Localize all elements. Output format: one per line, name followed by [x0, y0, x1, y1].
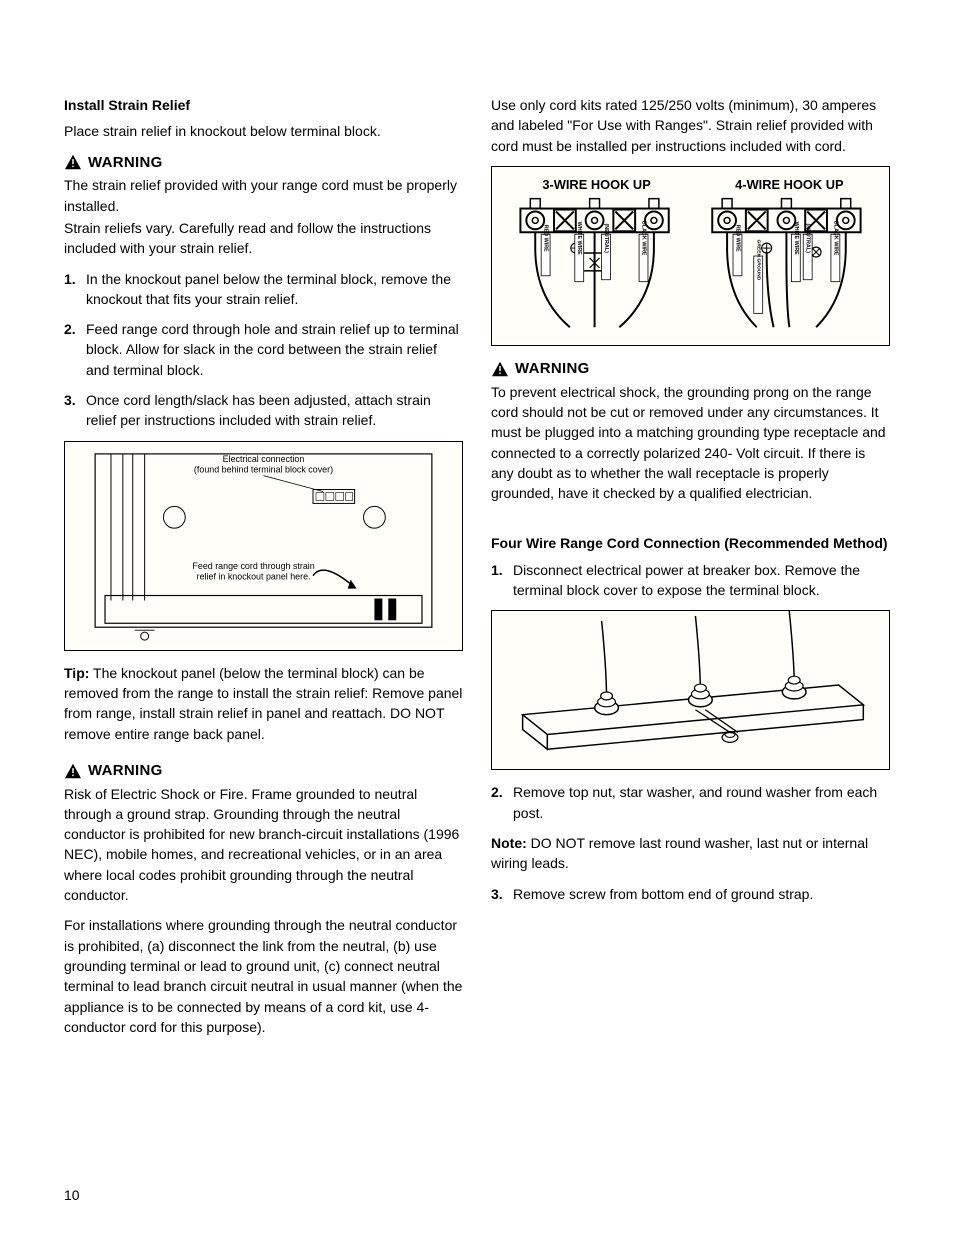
warning-triangle-icon	[64, 154, 82, 170]
warning-1-label: WARNING	[64, 152, 463, 174]
tip-paragraph: Tip: The knockout panel (below the termi…	[64, 663, 463, 744]
svg-text:BLACK WIRE: BLACK WIRE	[641, 221, 647, 256]
page-number: 10	[64, 1185, 80, 1205]
hookup-3-title: 3-WIRE HOOK UP	[542, 177, 651, 192]
paragraph: Risk of Electric Shock or Fire. Frame gr…	[64, 784, 463, 906]
note-label: Note:	[491, 835, 527, 851]
warning-text: WARNING	[515, 358, 590, 380]
figure-terminal-block	[491, 610, 890, 770]
paragraph: Place strain relief in knockout below te…	[64, 121, 463, 141]
paragraph: For installations where grounding throug…	[64, 915, 463, 1037]
figure-hookup-diagrams: 3-WIRE HOOK UP 4-WIRE HOOK UP	[491, 166, 890, 346]
step: Disconnect electrical power at breaker b…	[491, 560, 890, 601]
right-column: Use only cord kits rated 125/250 volts (…	[491, 95, 890, 1047]
step: Remove top nut, star washer, and round w…	[491, 782, 890, 823]
fig-label: Electrical connection	[223, 453, 305, 463]
tip-label: Tip:	[64, 665, 89, 681]
tip-text: The knockout panel (below the terminal b…	[64, 665, 462, 742]
paragraph: Strain reliefs vary. Carefully read and …	[64, 218, 463, 259]
step: In the knockout panel below the terminal…	[64, 269, 463, 310]
step: Once cord length/slack has been adjusted…	[64, 390, 463, 431]
warning-triangle-icon	[491, 361, 509, 377]
note-paragraph: Note: DO NOT remove last round washer, l…	[491, 833, 890, 874]
fig-label: relief in knockout panel here.	[197, 571, 311, 581]
svg-text:BLACK WIRE: BLACK WIRE	[832, 221, 838, 256]
warning-2-label: WARNING	[64, 760, 463, 782]
paragraph: To prevent electrical shock, the groundi…	[491, 382, 890, 504]
svg-text:WHITE WIRE: WHITE WIRE	[576, 222, 582, 256]
hookup-4-title: 4-WIRE HOOK UP	[735, 177, 844, 192]
step: Feed range cord through hole and strain …	[64, 319, 463, 380]
four-wire-steps-b: Remove top nut, star washer, and round w…	[491, 782, 890, 823]
figure-strain-relief: Electrical connection (found behind term…	[64, 441, 463, 651]
warning-triangle-icon	[64, 763, 82, 779]
svg-text:RED WIRE: RED WIRE	[543, 225, 549, 252]
fig-label: (found behind terminal block cover)	[194, 464, 333, 474]
paragraph: Use only cord kits rated 125/250 volts (…	[491, 95, 890, 156]
four-wire-steps-a: Disconnect electrical power at breaker b…	[491, 560, 890, 601]
fig-label: Feed range cord through strain	[192, 560, 314, 570]
warning-text: WARNING	[88, 760, 163, 782]
strain-relief-steps: In the knockout panel below the terminal…	[64, 269, 463, 431]
four-wire-heading: Four Wire Range Cord Connection (Recomme…	[491, 533, 890, 553]
warning-text: WARNING	[88, 152, 163, 174]
four-wire-steps-c: Remove screw from bottom end of ground s…	[491, 884, 890, 904]
paragraph: The strain relief provided with your ran…	[64, 175, 463, 216]
step: Remove screw from bottom end of ground s…	[491, 884, 890, 904]
left-column: Install Strain Relief Place strain relie…	[64, 95, 463, 1047]
svg-text:RED WIRE: RED WIRE	[734, 225, 740, 252]
install-strain-relief-heading: Install Strain Relief	[64, 95, 463, 115]
note-text: DO NOT remove last round washer, last nu…	[491, 835, 868, 871]
warning-3-label: WARNING	[491, 358, 890, 380]
svg-text:(NEUTRAL): (NEUTRAL)	[805, 223, 811, 253]
svg-text:WHITE WIRE: WHITE WIRE	[793, 222, 799, 256]
svg-text:(NEUTRAL): (NEUTRAL)	[603, 223, 609, 253]
